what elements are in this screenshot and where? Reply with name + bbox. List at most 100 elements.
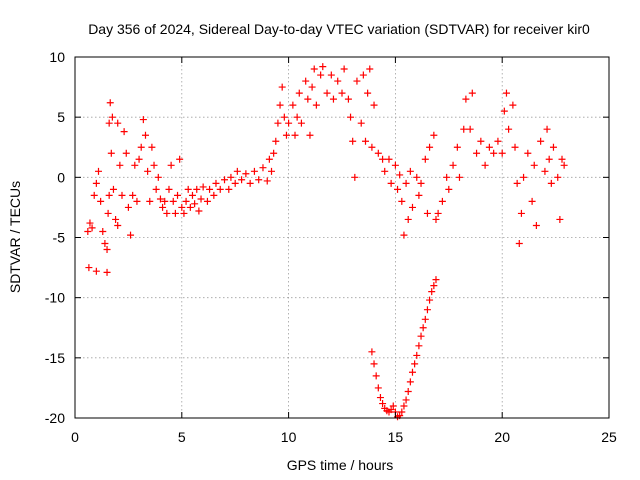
data-point [106, 99, 114, 107]
data-point [376, 394, 384, 402]
data-point [293, 113, 301, 121]
data-point [402, 179, 410, 187]
x-tick-label: 20 [494, 429, 510, 445]
data-point [255, 176, 263, 184]
data-point [270, 149, 278, 157]
x-tick-label: 0 [71, 429, 79, 445]
data-point [462, 95, 470, 103]
data-point [212, 179, 220, 187]
data-point [379, 155, 387, 163]
data-point [511, 143, 519, 151]
data-point [127, 231, 135, 239]
data-point [344, 95, 352, 103]
data-point [242, 170, 250, 178]
axis-ticks [74, 56, 610, 419]
data-point [498, 149, 506, 157]
data-point [105, 119, 113, 127]
data-point [364, 89, 372, 97]
data-point [517, 209, 525, 217]
data-point [438, 197, 446, 205]
data-point [265, 155, 273, 163]
data-point [193, 185, 201, 193]
data-point [449, 161, 457, 169]
data-point [421, 155, 429, 163]
data-point [353, 77, 361, 85]
data-point [152, 185, 160, 193]
data-point [308, 83, 316, 91]
x-tick-label: 5 [178, 429, 186, 445]
data-point [477, 137, 485, 145]
data-point [180, 209, 188, 217]
data-point [182, 197, 190, 205]
data-point [408, 368, 416, 376]
data-point [104, 209, 112, 217]
data-point [233, 167, 241, 175]
data-point [432, 276, 440, 284]
data-point [259, 164, 267, 172]
data-point [184, 185, 192, 193]
data-point [541, 167, 549, 175]
data-point [221, 176, 229, 184]
data-point [417, 179, 425, 187]
data-point [532, 221, 540, 229]
data-point [419, 324, 427, 332]
data-point [112, 215, 120, 223]
y-axis-title: SDTVAR / TECUs [7, 181, 23, 293]
data-point [186, 203, 194, 211]
data-point [92, 179, 100, 187]
data-point [197, 195, 205, 203]
data-point [231, 179, 239, 187]
y-tick-label: -20 [45, 410, 65, 426]
data-point [159, 203, 167, 211]
data-point [423, 209, 431, 217]
data-point [554, 173, 562, 181]
data-point [398, 408, 406, 416]
data-point [349, 137, 357, 145]
data-point [547, 179, 555, 187]
data-point [445, 185, 453, 193]
data-point [133, 197, 141, 205]
data-point [263, 177, 271, 185]
data-point [370, 101, 378, 109]
data-point [103, 246, 111, 254]
data-point [430, 282, 438, 290]
data-point [108, 113, 116, 121]
data-point [455, 173, 463, 181]
data-point [481, 161, 489, 169]
data-point [188, 191, 196, 199]
data-point [285, 119, 293, 127]
data-point [274, 119, 282, 127]
data-point [560, 161, 568, 169]
data-point [524, 149, 532, 157]
data-point [357, 119, 365, 127]
x-tick-labels: 0 5 10 15 20 25 [71, 429, 617, 445]
data-point [171, 209, 179, 217]
data-point [154, 173, 162, 181]
data-point [520, 173, 528, 181]
data-point [413, 351, 421, 359]
data-point [361, 137, 369, 145]
data-point [515, 240, 523, 248]
x-tick-label: 10 [281, 429, 297, 445]
y-tick-label: 10 [49, 49, 65, 65]
data-point [359, 71, 367, 79]
data-point [135, 155, 143, 163]
data-point [351, 173, 359, 181]
data-point [109, 185, 117, 193]
x-tick-label: 25 [601, 429, 617, 445]
data-point [97, 197, 105, 205]
data-point [178, 203, 186, 211]
data-point [120, 128, 128, 136]
data-point [116, 161, 124, 169]
data-point [163, 209, 171, 217]
data-point [391, 161, 399, 169]
y-tick-label: -15 [45, 350, 65, 366]
data-point [107, 149, 115, 157]
data-point [443, 173, 451, 181]
data-point [144, 167, 152, 175]
data-point [543, 125, 551, 133]
data-point [105, 191, 113, 199]
x-axis-title: GPS time / hours [287, 457, 394, 473]
data-point [114, 221, 122, 229]
data-point [406, 378, 414, 386]
